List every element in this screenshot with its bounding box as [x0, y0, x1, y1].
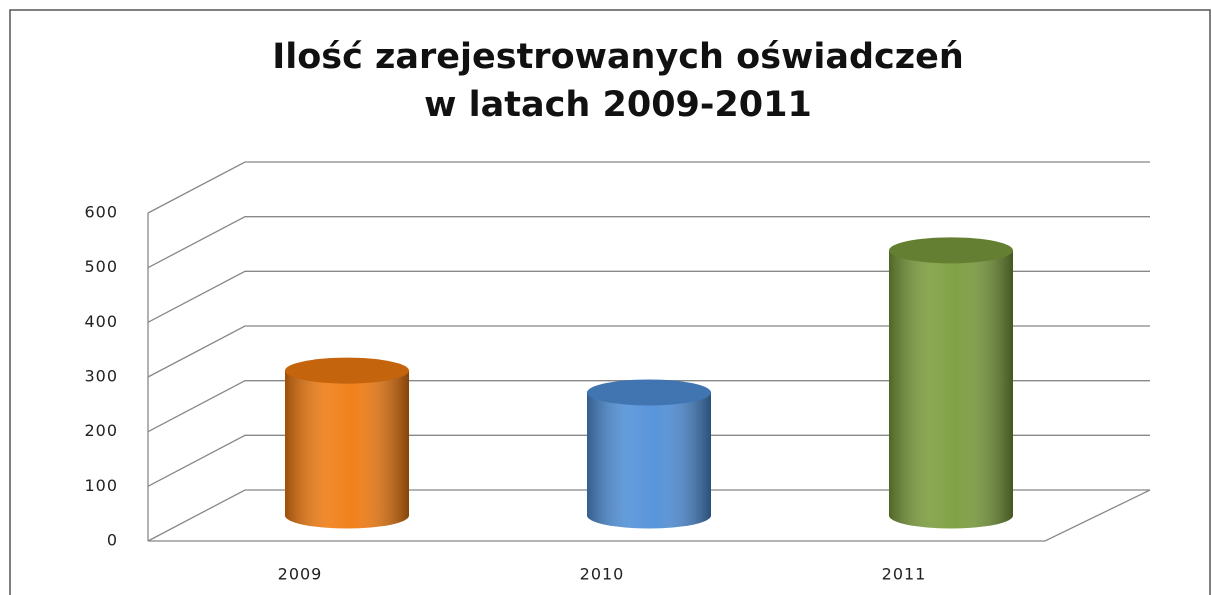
bar-top-shade — [889, 237, 1013, 264]
grid-line — [147, 270, 1150, 323]
y-tick-label: 500 — [84, 257, 118, 276]
y-tick-label: 600 — [84, 203, 118, 222]
bar-shade — [889, 250, 1013, 529]
chart-title: w latach 2009-2011 — [424, 85, 812, 125]
grid-line — [147, 216, 1150, 269]
grid-line — [147, 380, 1150, 433]
grid-line — [147, 434, 1150, 487]
y-tick-label: 400 — [84, 312, 118, 331]
bar — [889, 237, 1013, 529]
bar-top — [285, 357, 409, 384]
grid-line — [147, 161, 1150, 214]
y-tick-label: 200 — [84, 421, 118, 440]
y-tick-label: 300 — [84, 367, 118, 386]
y-tick-label: 100 — [84, 476, 118, 495]
grid-line — [147, 489, 1150, 542]
grid-line — [147, 325, 1150, 378]
floor — [148, 489, 1151, 542]
bar — [587, 379, 711, 529]
bar-shade — [587, 392, 711, 529]
bar-top — [587, 379, 711, 406]
plot: 0 100 200 300 400 500 600 2009 2010 2011 — [84, 161, 1151, 584]
x-tick-label: 2009 — [278, 565, 323, 584]
bar-shade — [285, 370, 409, 529]
frame — [9, 9, 1211, 595]
bar-top — [889, 237, 1013, 264]
chart-title: Ilość zarejestrowanych oświadczeń — [272, 37, 964, 77]
bar-top-shade — [587, 379, 711, 406]
bar-top-shade — [285, 357, 409, 384]
y-tick-label: 0 — [107, 531, 118, 550]
x-tick-label: 2010 — [580, 565, 625, 584]
x-tick-label: 2011 — [882, 565, 927, 584]
bar — [285, 357, 409, 529]
